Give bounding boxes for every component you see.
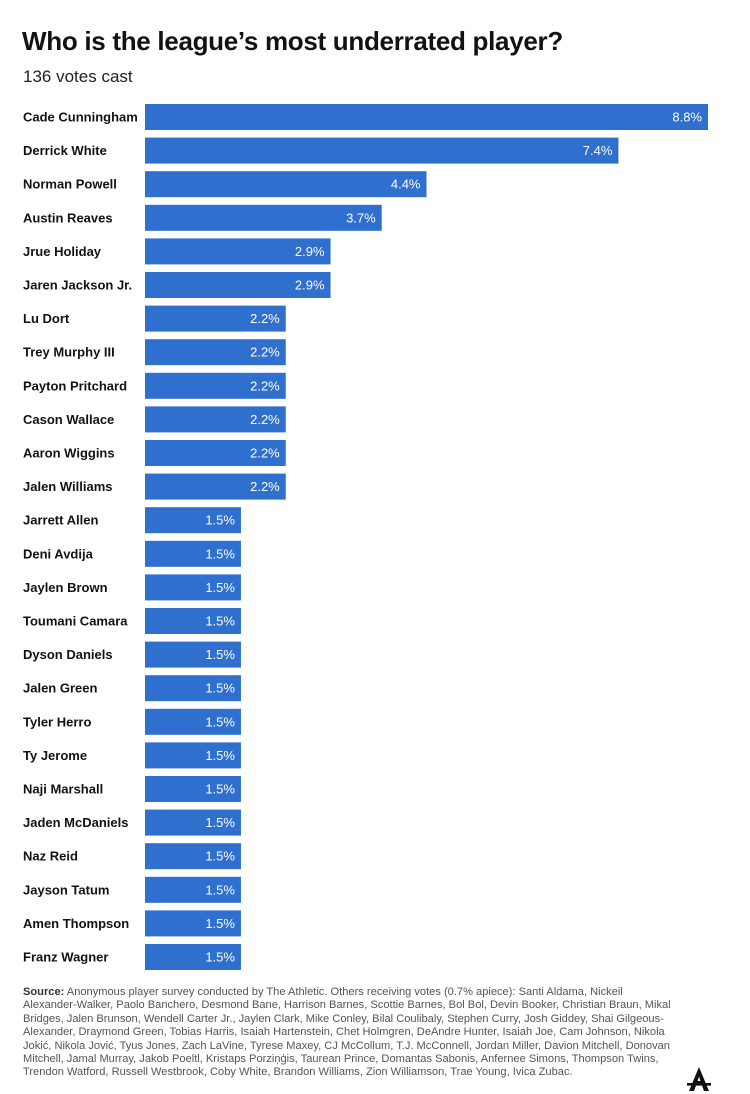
value-label: 1.5% [205, 849, 235, 864]
source-label: Source: [23, 986, 65, 998]
value-label: 3.7% [346, 210, 376, 225]
value-label: 1.5% [205, 647, 235, 662]
source-text: Anonymous player survey conducted by The… [23, 986, 671, 1079]
category-label: Naji Marshall [23, 782, 103, 797]
bar [145, 440, 286, 466]
bar [145, 843, 241, 870]
value-label: 4.4% [391, 177, 421, 192]
bar [145, 944, 241, 970]
value-label: 1.5% [205, 513, 235, 528]
value-label: 2.2% [250, 311, 280, 326]
category-label: Deni Avdija [23, 546, 94, 561]
value-label: 7.4% [583, 143, 613, 158]
value-label: 1.5% [205, 782, 235, 797]
bar [145, 876, 241, 903]
category-label: Jayson Tatum [23, 882, 109, 897]
bar [145, 708, 241, 735]
bar [145, 238, 331, 265]
value-label: 2.2% [250, 446, 280, 461]
value-label: 2.9% [295, 278, 325, 293]
bar [145, 608, 241, 634]
bar [145, 641, 241, 668]
bar [145, 204, 382, 231]
category-label: Jaren Jackson Jr. [23, 278, 132, 293]
category-label: Payton Pritchard [23, 378, 127, 393]
value-label: 1.5% [205, 815, 235, 830]
category-label: Franz Wagner [23, 950, 108, 965]
value-label: 1.5% [205, 546, 235, 561]
category-label: Jarrett Allen [23, 513, 98, 528]
bar [145, 104, 708, 130]
value-label: 8.8% [672, 110, 702, 125]
value-label: 2.2% [250, 345, 280, 360]
bar [145, 473, 286, 500]
category-label: Jaden McDaniels [23, 815, 129, 830]
category-label: Aaron Wiggins [23, 446, 115, 461]
category-label: Cason Wallace [23, 412, 114, 427]
bar [145, 272, 331, 298]
category-label: Naz Reid [23, 849, 78, 864]
value-label: 2.2% [250, 378, 280, 393]
value-label: 1.5% [205, 614, 235, 629]
bar-chart: Cade Cunningham 8.8% Derrick White 7.4% Norm… [23, 104, 708, 970]
value-label: 1.5% [205, 748, 235, 763]
bar [145, 372, 286, 399]
value-label: 2.9% [295, 244, 325, 259]
bar [145, 776, 241, 802]
bar [145, 675, 241, 702]
bar [145, 171, 427, 198]
value-label: 1.5% [205, 950, 235, 965]
chart-subtitle: 136 votes cast [23, 67, 133, 86]
category-label: Jaylen Brown [23, 580, 108, 595]
category-label: Jalen Williams [23, 479, 112, 494]
category-label: Toumani Camara [23, 614, 128, 629]
bar [145, 540, 241, 567]
category-label: Austin Reaves [23, 210, 113, 225]
source-note: Source: Anonymous player survey conducte… [23, 986, 678, 1080]
value-label: 1.5% [205, 916, 235, 931]
bar [145, 137, 619, 164]
category-label: Cade Cunningham [23, 110, 138, 125]
value-label: 1.5% [205, 714, 235, 729]
bar [145, 910, 241, 937]
category-label: Ty Jerome [23, 748, 87, 763]
bar [145, 507, 241, 534]
category-label: Derrick White [23, 143, 107, 158]
category-label: Lu Dort [23, 311, 70, 326]
value-label: 1.5% [205, 681, 235, 696]
bar [145, 305, 286, 332]
athletic-logo-icon [687, 1067, 711, 1091]
value-label: 2.2% [250, 479, 280, 494]
chart-title: Who is the league’s most underrated play… [22, 26, 563, 56]
category-label: Trey Murphy III [23, 345, 115, 360]
bar [145, 574, 241, 601]
category-label: Tyler Herro [23, 714, 91, 729]
category-label: Jalen Green [23, 681, 97, 696]
bar [145, 406, 286, 433]
bar [145, 742, 241, 769]
category-label: Jrue Holiday [23, 244, 102, 259]
value-label: 1.5% [205, 580, 235, 595]
bar [145, 339, 286, 366]
value-label: 1.5% [205, 882, 235, 897]
category-label: Norman Powell [23, 177, 117, 192]
category-label: Amen Thompson [23, 916, 129, 931]
value-label: 2.2% [250, 412, 280, 427]
bar [145, 809, 241, 836]
category-label: Dyson Daniels [23, 647, 113, 662]
